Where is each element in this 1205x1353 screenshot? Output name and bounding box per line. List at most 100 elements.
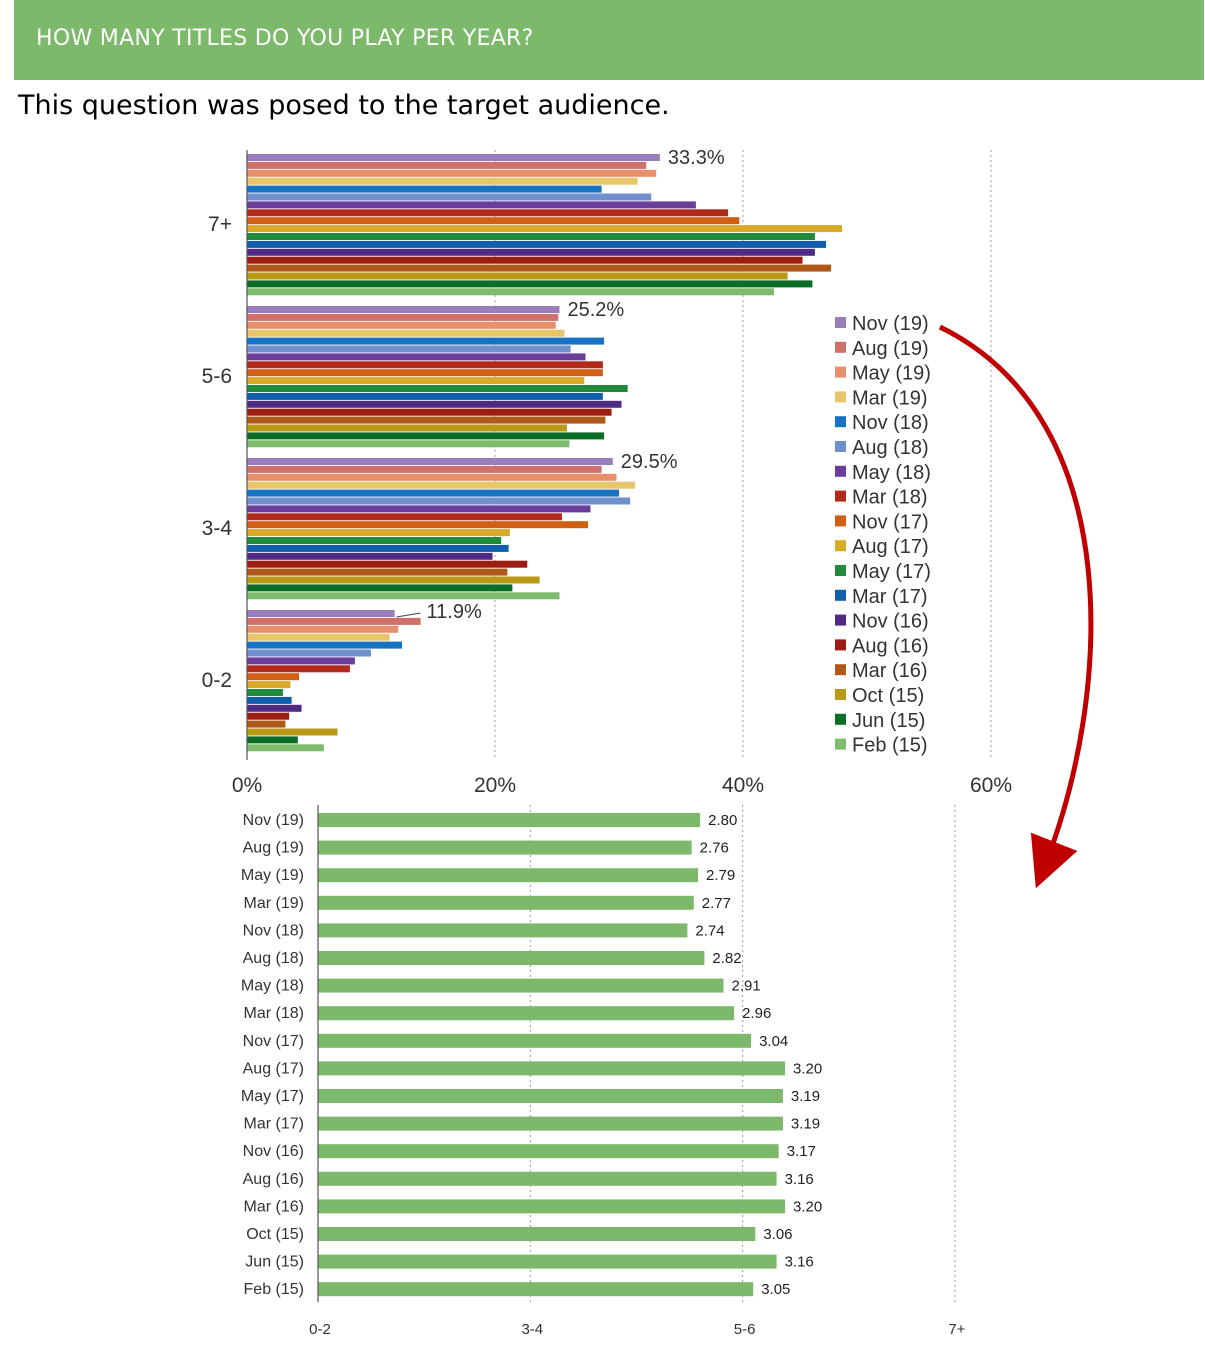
bar [247, 641, 402, 649]
data-label: 3.19 [791, 1088, 820, 1105]
annotation-label: 25.2% [567, 299, 624, 321]
x-tick-label: 0% [232, 774, 262, 797]
bar [318, 951, 705, 965]
category-label: Oct (15) [246, 1226, 304, 1243]
bar [247, 424, 567, 432]
legend-swatch [835, 738, 846, 750]
bar [247, 185, 602, 193]
bar [247, 544, 509, 552]
bar [247, 233, 815, 240]
bar [247, 673, 300, 681]
category-label: Aug (19) [243, 840, 304, 857]
bar [247, 256, 803, 264]
bar [318, 895, 694, 910]
bar [247, 552, 493, 560]
legend-swatch [835, 713, 846, 725]
bar [247, 329, 565, 337]
bar [247, 408, 612, 416]
legend-swatch [835, 515, 846, 527]
legend-swatch [835, 391, 846, 403]
bar [247, 154, 660, 161]
bar [247, 513, 562, 521]
bar [247, 337, 605, 345]
data-label: 2.79 [706, 867, 735, 884]
x-tick-label: 60% [970, 774, 1012, 797]
bar [247, 657, 355, 665]
bar [247, 440, 570, 448]
legend-swatch [835, 589, 846, 601]
bar [247, 458, 613, 465]
legend-swatch [835, 366, 846, 378]
data-label: 3.16 [785, 1254, 814, 1271]
category-label: 7+ [208, 213, 232, 236]
data-label: 3.04 [759, 1033, 788, 1050]
bar [247, 345, 571, 353]
bar [247, 209, 729, 217]
bar [318, 813, 701, 827]
legend-label: Aug (19) [852, 338, 929, 360]
bar [247, 400, 622, 408]
category-label: Nov (19) [243, 812, 304, 829]
bar [318, 1227, 756, 1241]
annotation-label: 33.3% [668, 147, 725, 169]
bar [247, 728, 338, 736]
bar [247, 465, 602, 473]
category-label: Nov (16) [243, 1143, 304, 1160]
page-title: HOW MANY TITLES DO YOU PLAY PER YEAR? [36, 26, 534, 51]
bar [247, 720, 286, 728]
titles-per-year-chart: 7+ 5-6 3-4 0-2 0% 20% 40% 60% 33.3% 25.2% 29.5% 11.… [202, 147, 1012, 797]
legend-label: Mar (16) [852, 660, 928, 682]
bar [247, 696, 292, 704]
data-label: 2.77 [702, 895, 731, 912]
annotation-leader [396, 612, 421, 618]
bar [318, 1089, 783, 1103]
bar [247, 377, 585, 385]
bar [247, 313, 559, 321]
bar [318, 1199, 786, 1214]
legend-label: Jun (15) [852, 710, 925, 732]
bar [247, 584, 513, 592]
legend-swatch [835, 317, 846, 328]
legend-swatch [835, 341, 846, 353]
bar [247, 681, 291, 689]
bar [247, 665, 350, 673]
annotation-label: 11.9% [427, 601, 482, 623]
category-label: Mar (18) [244, 1005, 304, 1022]
bar [318, 1006, 735, 1021]
category-label: Nov (17) [243, 1033, 304, 1050]
data-label: 2.96 [742, 1005, 771, 1022]
category-label: Mar (17) [244, 1116, 304, 1133]
legend-label: Nov (16) [852, 611, 929, 633]
category-label: Aug (16) [243, 1171, 304, 1188]
x-tick-label: 3-4 [521, 1321, 543, 1338]
bar [247, 744, 324, 752]
bar [247, 353, 586, 361]
bar [318, 923, 688, 938]
category-label: 0-2 [202, 669, 232, 692]
bar [247, 288, 774, 296]
bar [247, 321, 556, 329]
legend-label: May (19) [852, 363, 931, 385]
bar [247, 248, 815, 256]
bar [247, 689, 283, 696]
bar [247, 416, 606, 424]
category-label: Mar (16) [244, 1198, 304, 1215]
bar [247, 169, 657, 177]
x-tick-label: 7+ [948, 1321, 965, 1338]
legend-swatch [835, 416, 846, 428]
bar [247, 280, 813, 288]
bar [247, 361, 603, 369]
legend-swatch [835, 664, 846, 676]
bar [247, 489, 619, 497]
bar [247, 505, 591, 513]
bar [318, 978, 724, 993]
bar [247, 264, 832, 272]
data-label: 3.06 [763, 1226, 792, 1243]
category-label: Mar (19) [244, 895, 304, 912]
legend-label: May (18) [852, 462, 931, 484]
data-label: 3.20 [793, 1060, 822, 1077]
legend-swatch [835, 565, 846, 576]
bar [318, 1282, 754, 1297]
legend-label: Feb (15) [852, 735, 928, 757]
bar [247, 272, 788, 280]
